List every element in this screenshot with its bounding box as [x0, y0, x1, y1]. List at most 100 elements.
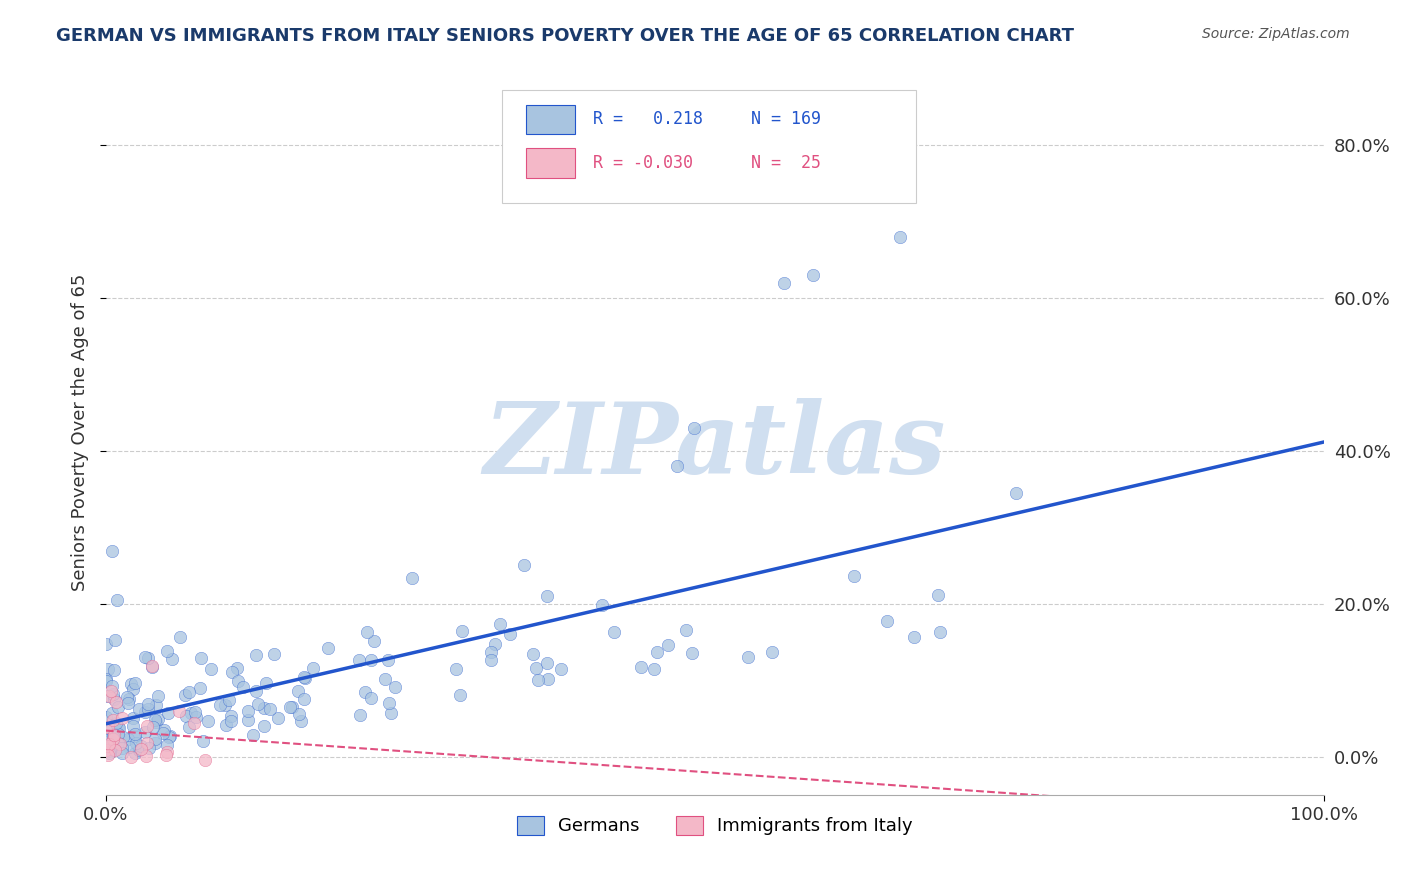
Germans [112, 731, 135, 745]
Germans [107, 727, 129, 741]
Germans [94, 673, 117, 687]
Germans [263, 647, 285, 661]
Germans [737, 649, 759, 664]
Germans [657, 638, 679, 652]
Germans [98, 723, 121, 738]
Immigrants from Italy [100, 684, 122, 698]
Germans [197, 714, 219, 729]
Germans [246, 697, 269, 711]
Germans [101, 706, 124, 721]
Germans [184, 705, 207, 719]
Legend: Germans, Immigrants from Italy: Germans, Immigrants from Italy [508, 807, 922, 845]
Germans [143, 731, 166, 746]
Immigrants from Italy [111, 711, 134, 725]
Germans [267, 711, 290, 725]
Germans [681, 646, 703, 660]
Germans [129, 739, 152, 753]
Germans [134, 725, 156, 739]
Immigrants from Italy [169, 704, 191, 718]
Germans [190, 651, 212, 665]
Germans [377, 696, 399, 710]
Germans [138, 697, 160, 711]
Germans [124, 676, 146, 690]
Germans [318, 640, 340, 655]
Germans [174, 709, 197, 723]
Germans [226, 660, 249, 674]
Germans [903, 630, 925, 644]
Germans [373, 673, 395, 687]
Germans [143, 713, 166, 727]
Germans [117, 696, 139, 710]
FancyBboxPatch shape [526, 148, 575, 178]
Germans [683, 421, 706, 435]
Germans [191, 734, 214, 748]
Germans [146, 689, 169, 703]
Germans [349, 708, 371, 723]
Germans [221, 665, 243, 680]
Germans [148, 712, 170, 726]
Germans [536, 589, 558, 603]
Immigrants from Italy [104, 743, 127, 757]
FancyBboxPatch shape [502, 90, 915, 203]
Immigrants from Italy [103, 728, 125, 742]
Germans [152, 725, 174, 739]
Germans [218, 693, 240, 707]
Germans [101, 729, 124, 743]
Germans [111, 741, 134, 756]
Germans [876, 614, 898, 628]
Text: R =   0.218: R = 0.218 [593, 111, 703, 128]
Germans [104, 715, 127, 730]
Germans [156, 706, 179, 721]
Germans [384, 680, 406, 694]
Germans [630, 659, 652, 673]
Germans [142, 720, 165, 734]
Immigrants from Italy [120, 749, 142, 764]
Germans [524, 661, 547, 675]
Immigrants from Italy [98, 689, 121, 703]
Germans [281, 699, 304, 714]
Text: N =  25: N = 25 [751, 154, 821, 172]
Text: Source: ZipAtlas.com: Source: ZipAtlas.com [1202, 27, 1350, 41]
Immigrants from Italy [94, 743, 117, 757]
Germans [842, 569, 865, 583]
Germans [214, 718, 236, 732]
Germans [143, 736, 166, 750]
Germans [103, 727, 125, 741]
Germans [643, 662, 665, 676]
Germans [118, 739, 141, 754]
Germans [360, 690, 382, 705]
Germans [928, 624, 950, 639]
Germans [232, 680, 254, 694]
Germans [180, 706, 202, 720]
Germans [103, 692, 125, 706]
Immigrants from Italy [129, 741, 152, 756]
Germans [401, 570, 423, 584]
Germans [136, 702, 159, 716]
Germans [363, 634, 385, 648]
Germans [107, 720, 129, 734]
Germans [219, 708, 242, 723]
Text: N = 169: N = 169 [751, 111, 821, 128]
Germans [294, 669, 316, 683]
Germans [479, 645, 502, 659]
Germans [136, 651, 159, 665]
Germans [347, 653, 370, 667]
Germans [94, 733, 117, 747]
Y-axis label: Seniors Poverty Over the Age of 65: Seniors Poverty Over the Age of 65 [72, 273, 89, 591]
Germans [111, 747, 134, 761]
Germans [356, 625, 378, 640]
Germans [145, 714, 167, 729]
Germans [173, 688, 195, 702]
Immigrants from Italy [155, 747, 177, 762]
Germans [128, 743, 150, 757]
Germans [451, 624, 474, 638]
Immigrants from Italy [98, 737, 121, 751]
Germans [104, 632, 127, 647]
Germans [253, 701, 276, 715]
Germans [122, 711, 145, 725]
Germans [488, 616, 510, 631]
Germans [645, 644, 668, 658]
Germans [591, 599, 613, 613]
Germans [157, 730, 180, 744]
Germans [141, 660, 163, 674]
